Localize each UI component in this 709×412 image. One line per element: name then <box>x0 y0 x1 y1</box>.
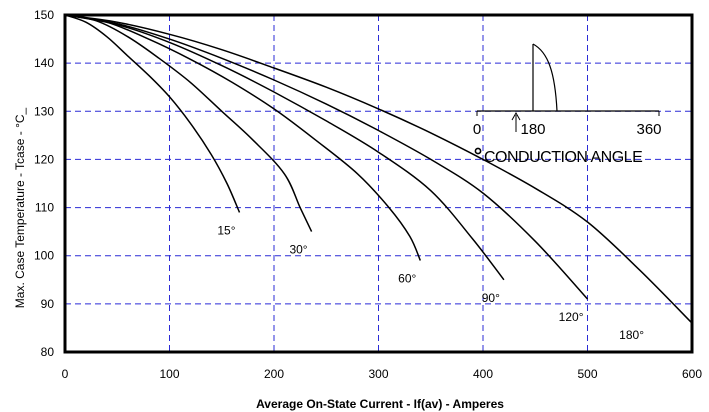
x-tick-label-5: 500 <box>577 367 597 381</box>
x-tick-label-6: 600 <box>682 367 702 381</box>
series-line-5 <box>64 14 693 324</box>
series-label-3: 90° <box>482 291 500 305</box>
conduction-angle-inset: 0 180 360 CONDUCTION ANGLE <box>473 43 662 166</box>
inset-label-360: 360 <box>636 121 661 138</box>
series-label-0: 15° <box>217 223 235 237</box>
y-tick-label-4: 120 <box>34 152 54 166</box>
series-label-5: 180° <box>619 328 644 342</box>
x-axis-title: Average On-State Current - If(av) - Ampe… <box>256 397 504 411</box>
series-curves: 15° 30° 60° 90° 120° 180° <box>64 14 693 342</box>
inset-label-0: 0 <box>473 121 481 138</box>
x-tick-label-4: 400 <box>473 367 493 381</box>
inset-caption: CONDUCTION ANGLE <box>484 149 642 166</box>
y-tick-label-1: 90 <box>41 297 55 311</box>
x-tick-label-0: 0 <box>62 367 69 381</box>
series-label-2: 60° <box>398 272 416 286</box>
y-tick-label-6: 140 <box>34 56 54 70</box>
series-line-2 <box>64 14 421 261</box>
y-tick-label-0: 80 <box>41 345 55 359</box>
x-tick-label-3: 300 <box>368 367 388 381</box>
inset-wave-curve <box>532 43 558 112</box>
x-tick-label-1: 100 <box>159 367 179 381</box>
series-line-3 <box>64 14 505 281</box>
x-tick-label-2: 200 <box>264 367 284 381</box>
series-label-1: 30° <box>289 243 307 257</box>
y-tick-label-3: 110 <box>35 201 54 215</box>
y-tick-label-7: 150 <box>34 8 54 22</box>
plot-frame <box>63 13 694 354</box>
inset-bullet-icon <box>474 147 482 155</box>
series-label-4: 120° <box>559 310 584 324</box>
tick-labels: 0 100 200 300 400 500 600 80 90 100 110 120 130 140 15… <box>34 8 702 381</box>
series-line-0 <box>64 14 241 213</box>
inset-arrow-head <box>511 111 521 121</box>
y-tick-label-2: 100 <box>34 249 54 263</box>
grid-lines <box>65 15 692 352</box>
inset-label-180: 180 <box>520 121 545 138</box>
series-line-1 <box>64 14 313 232</box>
y-tick-label-5: 130 <box>34 104 54 118</box>
y-axis-title: Max. Case Temperature - Tcase - °C_ <box>13 107 27 308</box>
series-line-4 <box>64 14 589 300</box>
